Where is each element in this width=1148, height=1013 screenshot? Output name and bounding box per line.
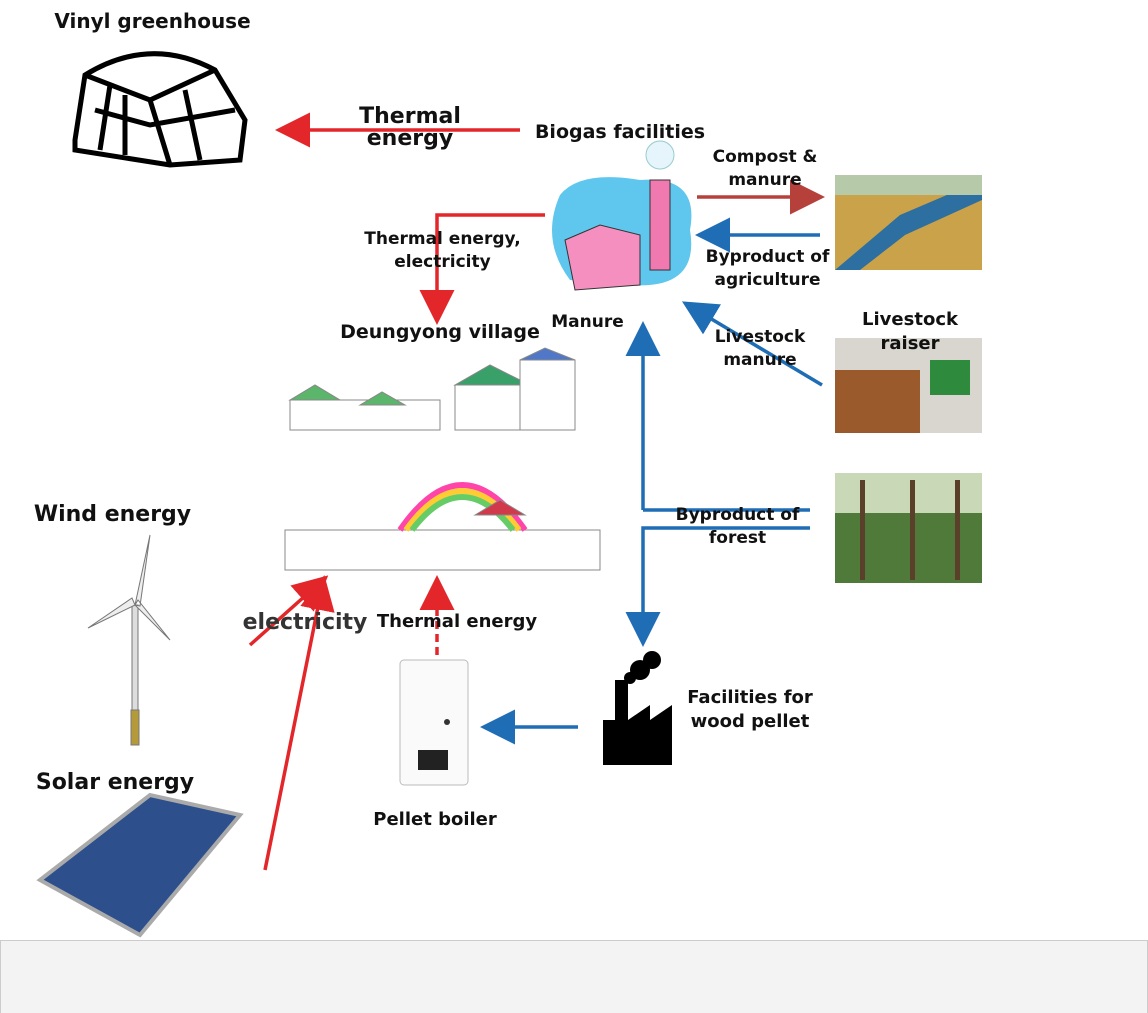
node-label: Facilities for wood pellet: [680, 686, 820, 735]
diagram: Vinyl greenhouse Biogas facilities Deung…: [0, 0, 1148, 1013]
node-label: Deungyong village: [340, 320, 540, 346]
node-label: Solar energy: [30, 768, 200, 798]
edge-label: Livestock manure: [705, 326, 815, 372]
pellet-boiler-icon: [400, 660, 468, 785]
greenhouse-icon: [75, 54, 245, 165]
node-label: Biogas facilities: [530, 120, 710, 146]
edge-label: Thermal energy: [355, 106, 465, 150]
pellet-factory-icon: [603, 651, 672, 765]
wind-turbine-icon: [88, 535, 170, 745]
node-label: Livestock raiser: [830, 308, 990, 357]
edge-label: Thermal energy: [372, 610, 542, 634]
arrows: [250, 130, 822, 870]
node-label: Pellet boiler: [365, 808, 505, 832]
edge-label: Manure: [545, 311, 630, 334]
edge-label: Thermal energy, electricity: [360, 228, 525, 274]
node-label: Vinyl greenhouse: [40, 8, 265, 35]
solar-panel-icon: [40, 795, 240, 935]
biogas-icon: [552, 141, 691, 290]
field-photo: [835, 175, 982, 270]
edge-label: Compost & manure: [700, 146, 830, 192]
village-icon: [285, 348, 600, 570]
node-label: Wind energy: [30, 500, 195, 530]
bottom-panel: [0, 940, 1148, 1013]
edge-label: electricity: [240, 608, 370, 638]
edge-label: Byproduct of agriculture: [700, 246, 835, 292]
forest-photo: [835, 473, 982, 583]
edge-label: Byproduct of forest: [670, 504, 805, 550]
